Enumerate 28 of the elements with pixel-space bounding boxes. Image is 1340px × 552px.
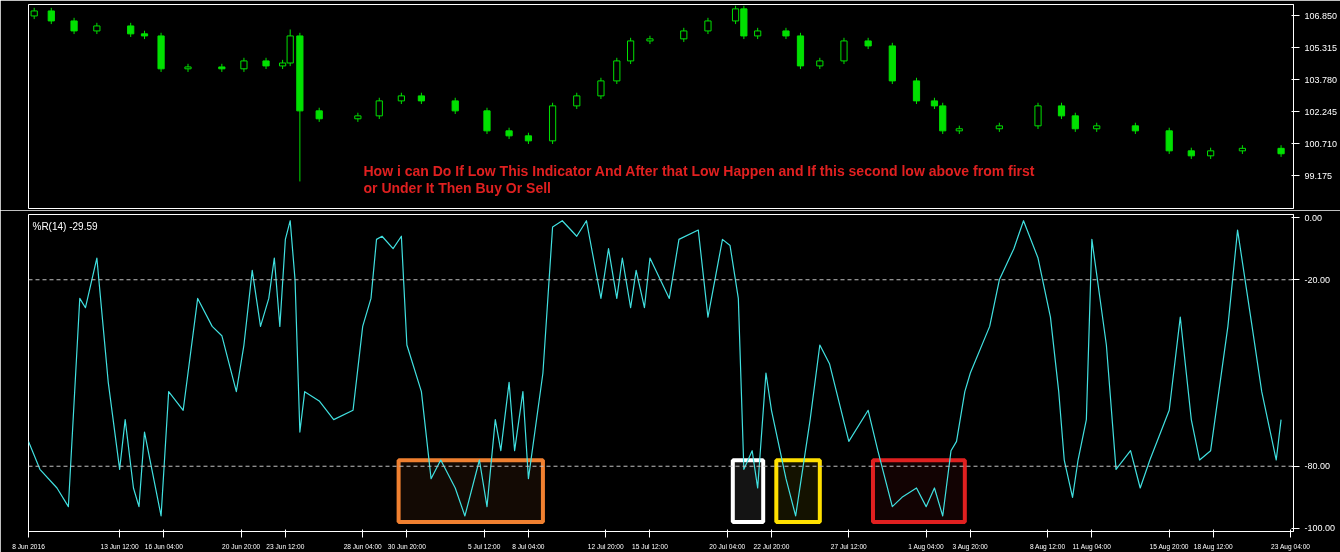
candlestick	[840, 37, 848, 65]
candlestick	[646, 35, 654, 45]
y-tick-label: 105.315	[1304, 42, 1338, 53]
candlestick	[375, 97, 383, 120]
y-tick-label: 103.780	[1304, 74, 1338, 85]
candlestick	[1034, 102, 1042, 130]
y-tick-label: 99.175	[1304, 170, 1333, 181]
candlestick	[1165, 127, 1173, 155]
y-tick-label: 106.850	[1304, 10, 1338, 21]
candlestick	[483, 107, 491, 135]
candlestick	[354, 112, 362, 123]
y-tick-label: -100.00	[1304, 523, 1336, 534]
candlestick	[1277, 144, 1285, 158]
line-series	[28, 220, 1282, 517]
y-tick-label: 102.245	[1304, 106, 1338, 117]
candlestick	[597, 77, 605, 100]
candlestick	[613, 57, 621, 85]
candlestick	[627, 37, 635, 65]
candlestick	[184, 63, 192, 73]
y-tick-label: -80.00	[1304, 461, 1331, 472]
text: %R(14) -29.59	[32, 220, 98, 232]
y-tick-label: 100.710	[1304, 138, 1338, 149]
candlestick	[1071, 112, 1079, 133]
candlestick	[912, 77, 921, 105]
annotation: How i can Do If Low This Indicator And After that Low Happen and If this second low above from first	[363, 162, 1035, 179]
y-tick-label: 0.00	[1304, 212, 1323, 223]
annotation: or Under It Then Buy Or Sell	[363, 179, 551, 196]
y-tick-label: -20.00	[1304, 274, 1331, 285]
